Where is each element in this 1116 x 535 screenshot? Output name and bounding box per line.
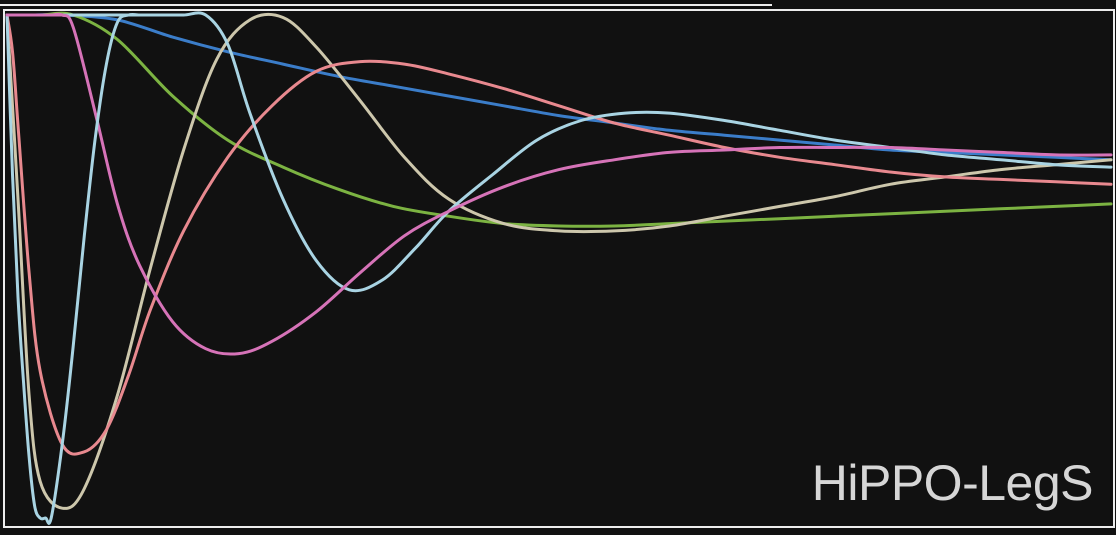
top-panel-edge	[0, 0, 772, 6]
series-line-2	[7, 13, 1111, 226]
series-line-3	[7, 14, 1111, 508]
series-line-7	[7, 14, 140, 523]
chart-panel: HiPPO-LegS	[3, 9, 1115, 528]
series-line-4	[7, 15, 1111, 454]
line-chart	[5, 11, 1113, 526]
series-line-1	[7, 15, 1111, 160]
chart-annotation: HiPPO-LegS	[812, 454, 1093, 512]
